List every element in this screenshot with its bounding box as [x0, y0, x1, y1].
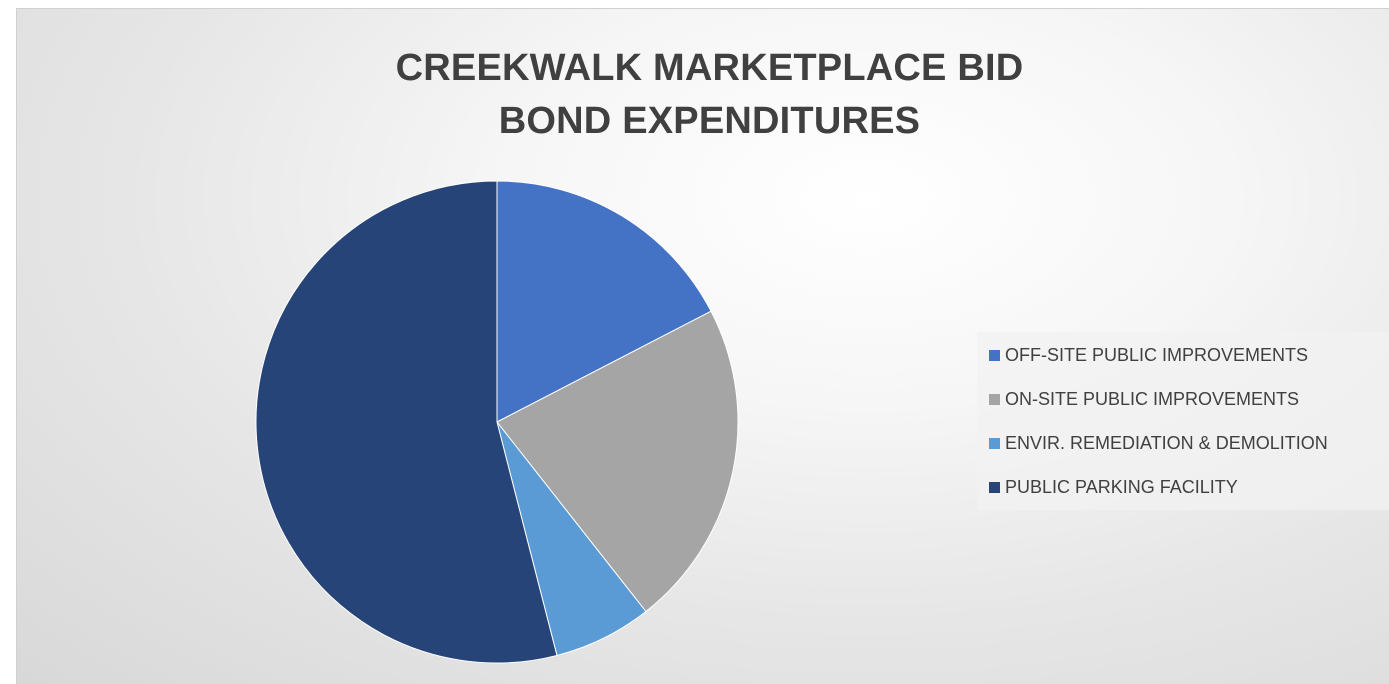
legend-swatch-envir	[989, 437, 1000, 449]
legend: OFF-SITE PUBLIC IMPROVEMENTS ON-SITE PUB…	[977, 332, 1389, 510]
chart-title-line-1: CREEKWALK MARKETPLACE BID	[395, 47, 1024, 89]
legend-swatch-off-site	[989, 349, 1000, 361]
pie-slice-off-site	[496, 180, 712, 423]
pie-slice-on-site	[496, 310, 739, 613]
chart-title-line-2: BOND EXPENDITURES	[498, 100, 921, 142]
legend-item-on-site-public-improvements: ON-SITE PUBLIC IMPROVEMENTS	[989, 387, 1299, 411]
legend-label-on-site: ON-SITE PUBLIC IMPROVEMENTS	[1005, 388, 1300, 409]
chart-title: CREEKWALK MARKETPLACE BID BOND EXPENDITU…	[0, 42, 1389, 148]
pie-slice-parking	[255, 180, 558, 664]
legend-swatch-parking	[989, 481, 1000, 493]
legend-item-off-site-public-improvements: OFF-SITE PUBLIC IMPROVEMENTS	[989, 343, 1308, 367]
pie-slices	[255, 180, 739, 664]
legend-label-parking: PUBLIC PARKING FACILITY	[1005, 476, 1238, 497]
legend-item-envir-remediation-demolition: ENVIR. REMEDIATION & DEMOLITION	[989, 431, 1328, 455]
legend-label-envir: ENVIR. REMEDIATION & DEMOLITION	[1005, 432, 1328, 453]
legend-label-off-site: OFF-SITE PUBLIC IMPROVEMENTS	[1005, 344, 1309, 365]
legend-item-public-parking-facility: PUBLIC PARKING FACILITY	[989, 475, 1238, 499]
legend-swatch-on-site	[989, 393, 1000, 405]
